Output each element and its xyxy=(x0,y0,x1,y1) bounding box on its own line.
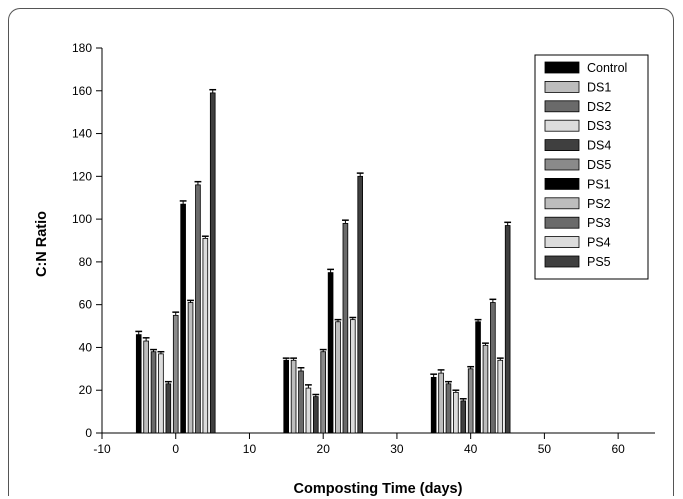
bar xyxy=(305,387,312,434)
bar xyxy=(150,351,157,434)
bar xyxy=(187,302,194,434)
bar xyxy=(460,400,467,434)
y-tick-label: 40 xyxy=(79,340,93,354)
bar xyxy=(135,334,142,434)
legend-label: DS2 xyxy=(587,100,611,114)
bar xyxy=(195,184,201,434)
legend-swatch xyxy=(544,177,580,190)
legend-label: Control xyxy=(587,61,627,75)
bar xyxy=(143,340,149,434)
legend-swatch xyxy=(544,216,580,229)
bar xyxy=(467,368,474,434)
bar xyxy=(342,222,349,434)
bar xyxy=(453,391,459,434)
x-tick-label: -10 xyxy=(93,442,111,456)
bar xyxy=(327,272,334,434)
bar xyxy=(290,359,297,434)
x-tick-label: 30 xyxy=(390,442,404,456)
y-tick-label: 100 xyxy=(72,212,92,226)
legend-swatch xyxy=(544,119,580,132)
x-tick-label: 0 xyxy=(172,442,179,456)
bar xyxy=(298,370,304,434)
bar xyxy=(357,175,363,434)
y-tick-label: 120 xyxy=(72,169,92,183)
x-tick-label: 40 xyxy=(464,442,478,456)
bar xyxy=(445,383,452,434)
legend-label: DS5 xyxy=(587,158,611,172)
x-tick-label: 60 xyxy=(611,442,625,456)
bar xyxy=(158,353,164,434)
legend-swatch xyxy=(544,236,580,249)
legend-label: PS5 xyxy=(587,255,611,269)
bar xyxy=(180,203,186,434)
legend-swatch xyxy=(544,255,580,268)
legend-label: DS1 xyxy=(587,80,611,94)
legend-swatch xyxy=(544,81,580,93)
bar xyxy=(438,372,444,434)
x-tick-label: 20 xyxy=(317,442,331,456)
bar xyxy=(320,351,326,434)
legend-swatch xyxy=(544,61,580,74)
figure-frame xyxy=(8,8,674,496)
bar xyxy=(490,302,496,434)
legend-label: PS1 xyxy=(587,177,611,191)
bar xyxy=(312,396,319,434)
x-tick-label: 10 xyxy=(243,442,257,456)
x-axis-label: Composting Time (days) xyxy=(294,481,463,497)
legend-label: DS3 xyxy=(587,119,611,133)
legend-label: PS4 xyxy=(587,236,611,250)
legend-label: DS4 xyxy=(587,139,611,153)
legend-swatch xyxy=(544,100,580,113)
legend-swatch xyxy=(544,197,580,210)
bar xyxy=(202,237,209,434)
bar xyxy=(504,225,511,434)
y-tick-label: 140 xyxy=(72,127,92,141)
bar xyxy=(283,359,289,434)
legend-label: PS3 xyxy=(587,216,611,230)
y-axis-label: C:N Ratio xyxy=(34,211,50,277)
legend-swatch xyxy=(544,158,580,171)
y-tick-label: 80 xyxy=(79,255,93,269)
bar xyxy=(482,344,489,434)
legend-label: PS2 xyxy=(587,197,611,211)
bar xyxy=(335,321,341,434)
bar xyxy=(209,92,216,434)
y-tick-label: 0 xyxy=(85,426,92,440)
y-tick-label: 160 xyxy=(72,84,92,98)
bar xyxy=(349,319,356,434)
bar xyxy=(475,321,481,434)
legend-swatch xyxy=(544,139,580,152)
bar xyxy=(165,383,172,434)
x-tick-label: 50 xyxy=(538,442,552,456)
y-tick-label: 60 xyxy=(79,298,93,312)
y-tick-label: 180 xyxy=(72,41,92,55)
bar xyxy=(497,359,504,434)
bar xyxy=(430,376,437,434)
bar xyxy=(172,314,179,434)
y-tick-label: 20 xyxy=(79,383,93,397)
